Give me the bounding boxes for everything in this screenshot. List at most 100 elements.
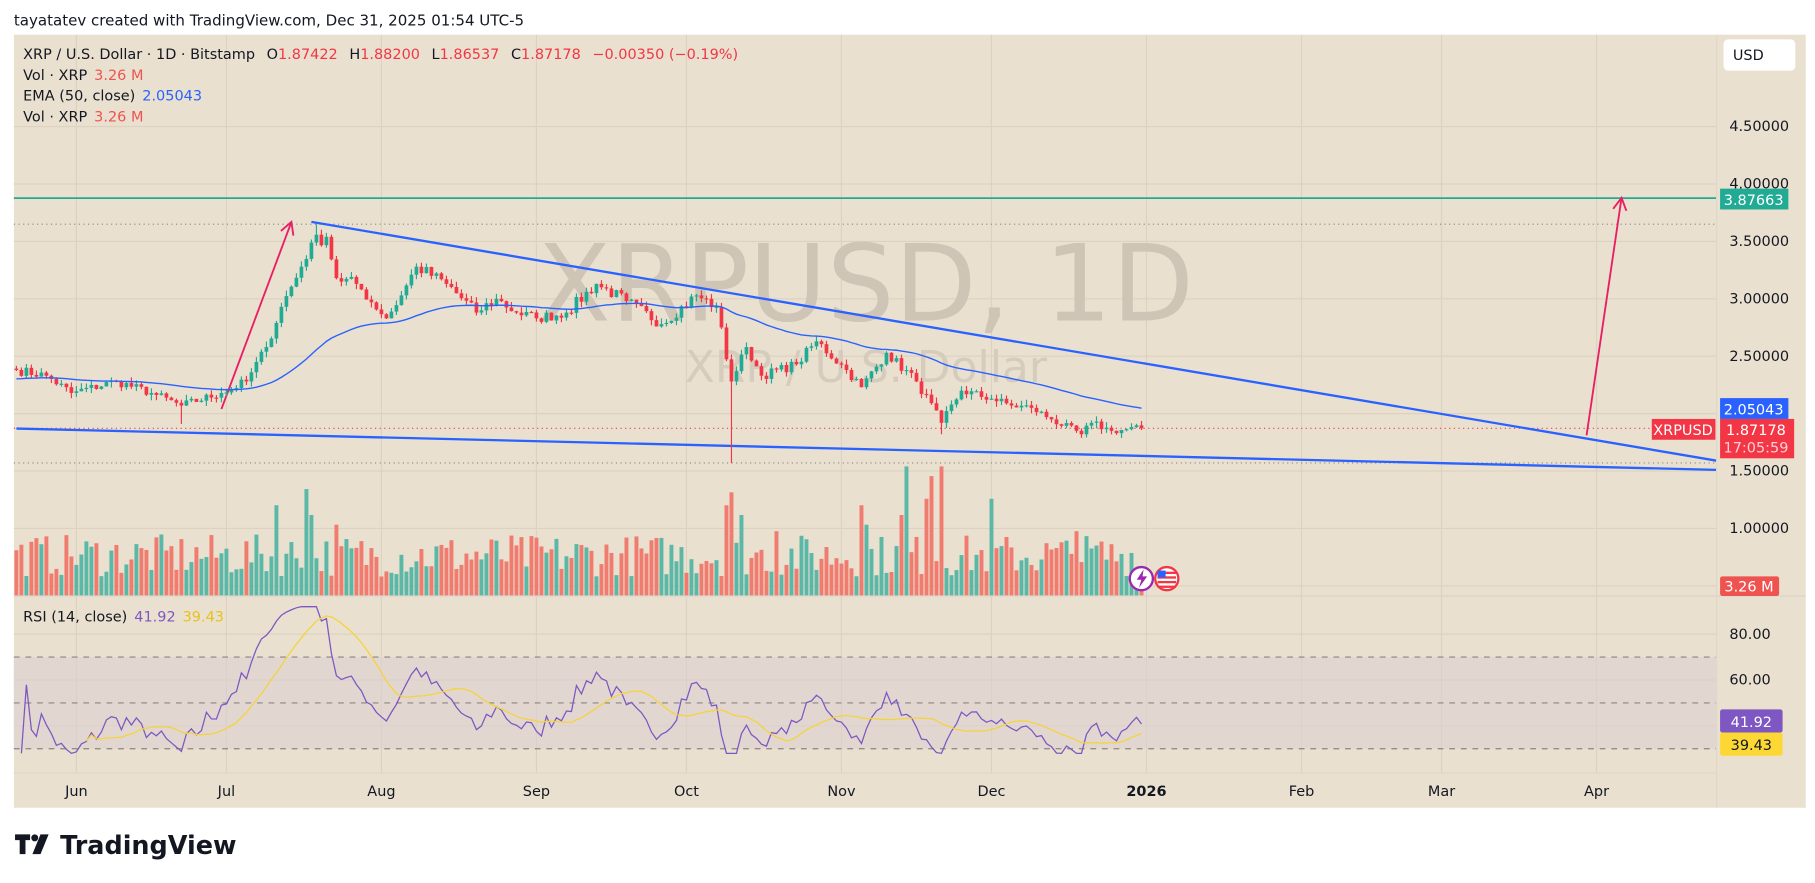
volume-bar — [619, 553, 624, 596]
tradingview-logo[interactable]: TradingView — [15, 831, 237, 861]
volume-bar — [299, 567, 304, 596]
volume-bar — [954, 570, 959, 596]
time-axis-label: Mar — [1428, 784, 1455, 800]
candle-body — [1099, 421, 1104, 430]
volume-bar — [1109, 544, 1114, 596]
volume-bar — [519, 537, 524, 596]
volume-bar — [604, 544, 609, 596]
volume-bar — [819, 558, 824, 596]
volume-bar — [1034, 570, 1039, 596]
candle-body — [674, 317, 679, 321]
candle-body — [939, 410, 944, 423]
volume-bar — [99, 576, 104, 596]
time-axis-label: Jun — [64, 784, 88, 800]
candle-body — [999, 398, 1004, 402]
volume-bar — [939, 466, 944, 596]
lightning-event-icon[interactable] — [1128, 565, 1155, 592]
volume-bar — [944, 568, 949, 596]
volume-bar — [714, 560, 719, 596]
volume-bar — [979, 550, 984, 596]
ema-line — [16, 302, 1142, 409]
candle-body — [609, 288, 614, 298]
trendline-upper — [311, 220, 1717, 462]
volume-bar — [999, 546, 1004, 596]
drawings[interactable] — [13, 195, 1717, 472]
time-axis[interactable]: Jun Jul Aug Sep Oct Nov Dec 2026 Feb Mar Apr — [64, 784, 1609, 800]
candle-body — [214, 397, 219, 399]
volume-bar — [279, 576, 284, 596]
candle-body — [1089, 422, 1094, 426]
legend-h-label: H — [349, 47, 360, 63]
rsi-label[interactable]: RSI (14, close) — [23, 609, 127, 625]
candle-body — [254, 361, 259, 373]
rsi-axis[interactable]: 80.00 60.00 — [1729, 627, 1770, 689]
candle-body — [39, 372, 44, 377]
candle-body — [399, 295, 404, 306]
volume-bar — [974, 554, 979, 596]
volume-bar — [869, 548, 874, 596]
legend-change: −0.00350 (−0.19%) — [592, 47, 738, 63]
volume-bar — [794, 568, 799, 596]
candle-body — [909, 370, 914, 373]
volume-bar — [579, 545, 584, 596]
volume-bar — [194, 547, 199, 596]
volume-bar — [479, 559, 484, 596]
currency-button[interactable]: USD — [1723, 39, 1796, 71]
volume-bar — [244, 541, 249, 596]
candle-body — [329, 236, 334, 260]
candle-body — [494, 298, 499, 306]
volume-bar — [284, 553, 289, 596]
legend-symbol[interactable]: XRP / U.S. Dollar · 1D · Bitstamp — [23, 47, 255, 63]
volume-bar — [219, 553, 224, 596]
candle-body — [639, 303, 644, 307]
rsi-value-label: 41.92 39.43 — [1720, 709, 1783, 756]
volume-bar — [1009, 547, 1014, 596]
volume-bar — [24, 575, 29, 596]
candle-body — [574, 296, 579, 313]
candle-body — [1009, 403, 1014, 406]
volume-bar — [589, 550, 594, 596]
volume-bar — [864, 524, 869, 596]
volume-bar — [719, 576, 724, 596]
candle-body — [279, 306, 284, 323]
volume-bar — [209, 535, 214, 596]
volume-bar — [199, 558, 204, 596]
candle-body — [389, 311, 394, 319]
volume-bar — [434, 546, 439, 596]
candle-body — [1014, 405, 1019, 408]
volume-bar — [39, 544, 44, 596]
legend-ema-label[interactable]: EMA (50, close) — [23, 89, 135, 105]
volume-bar — [779, 574, 784, 596]
volume-bar — [144, 549, 149, 596]
legend-vol-label[interactable]: Vol · XRP — [23, 68, 87, 84]
volume-bar — [149, 569, 154, 596]
volume-bar — [859, 505, 864, 596]
volume-bar — [54, 568, 59, 596]
legend-vol2-label[interactable]: Vol · XRP — [23, 110, 87, 126]
candle-body — [464, 298, 469, 301]
us-flag-event-icon[interactable] — [1154, 565, 1180, 592]
volume-bar — [734, 542, 739, 596]
volume-bar — [1104, 559, 1109, 596]
volume-bar — [1094, 545, 1099, 596]
volume-bar — [449, 540, 454, 596]
volume-bar — [829, 564, 834, 596]
candle-body — [1114, 430, 1119, 434]
volume-bar — [179, 539, 184, 596]
volume-bar — [1029, 564, 1034, 596]
volume-bar — [1114, 561, 1119, 596]
volume-bar — [799, 535, 804, 596]
candle-body — [624, 293, 629, 302]
time-axis-label: Feb — [1289, 784, 1315, 800]
time-axis-label: Jul — [217, 784, 235, 800]
candle-body — [29, 367, 34, 375]
volume-bar — [154, 537, 159, 596]
volume-bar — [1119, 553, 1124, 596]
rsi-ma-line — [85, 615, 1142, 744]
candle-body — [154, 392, 159, 395]
price-axis[interactable]: 4.500004.000003.500003.000002.500001.500… — [1729, 119, 1789, 537]
svg-text:EMA (50, close)2.05043: EMA (50, close) 2.05043 — [23, 89, 202, 105]
volume-bar — [139, 548, 144, 596]
volume-bar — [669, 544, 674, 596]
